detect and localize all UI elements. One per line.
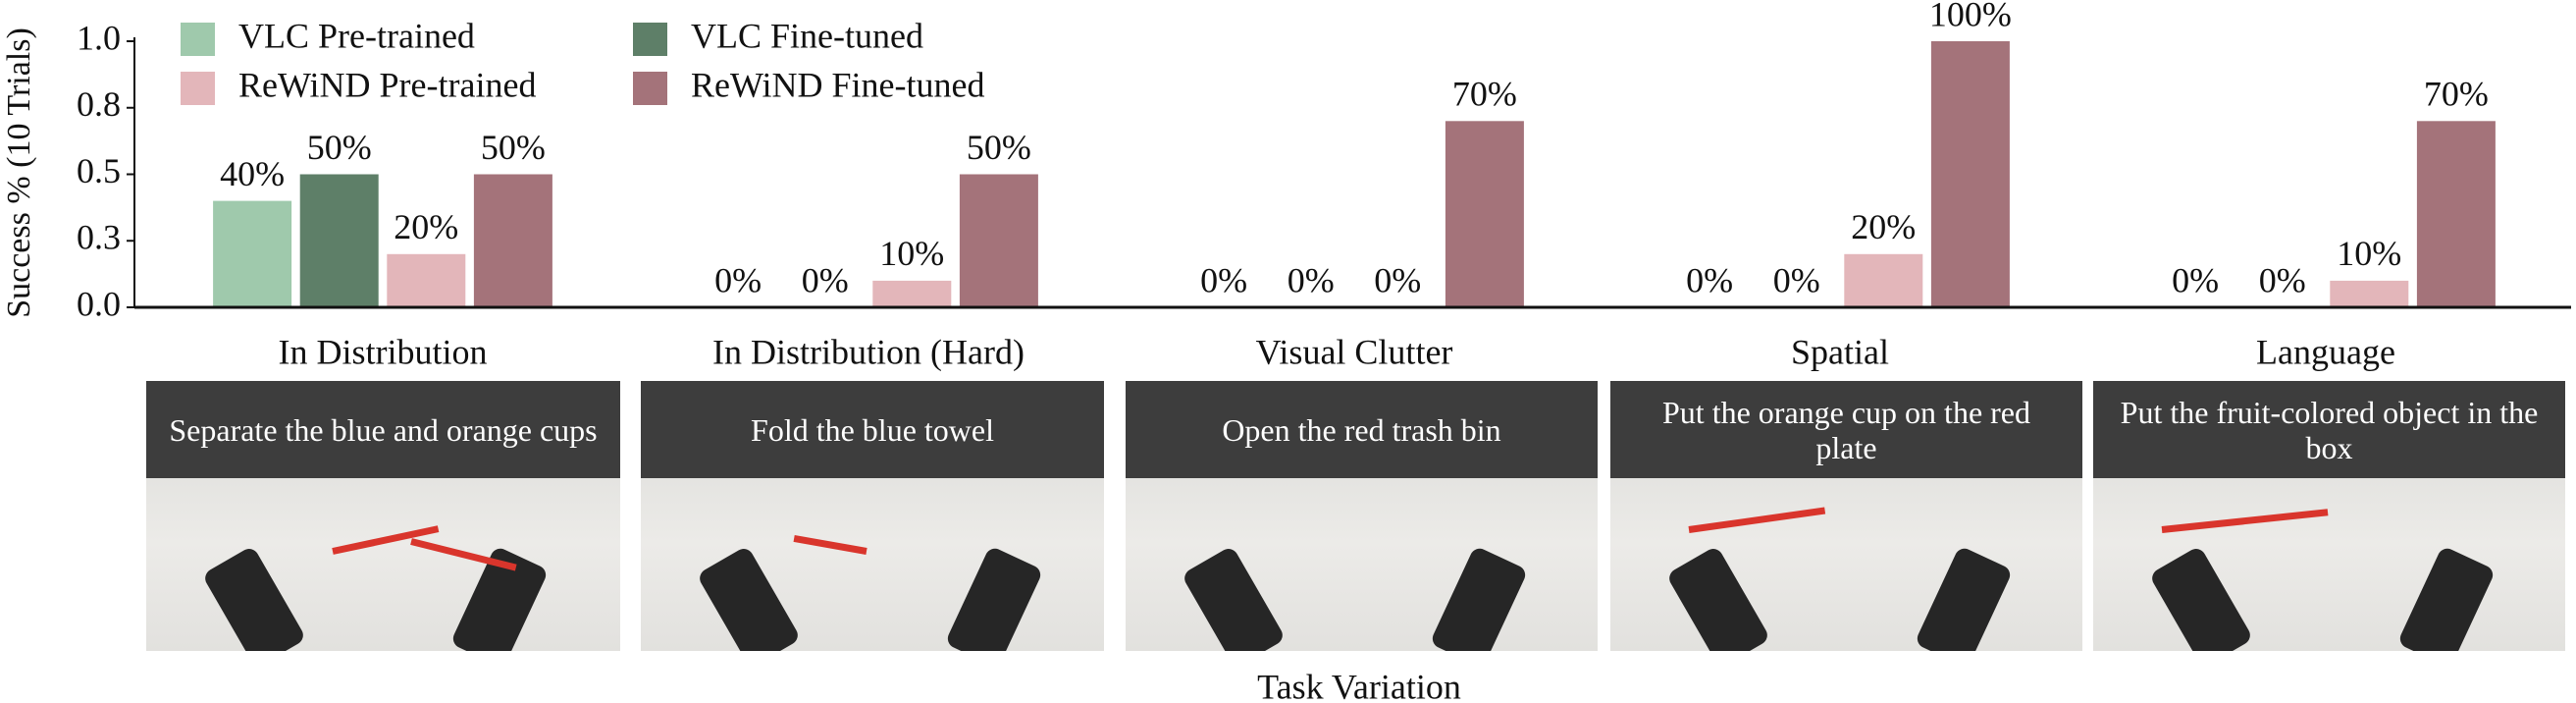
robot-arm [1429, 545, 1529, 651]
value-label: 20% [394, 207, 458, 246]
task-caption: Put the fruit-colored object in the box [2093, 381, 2565, 478]
task-caption: Fold the blue towel [641, 381, 1104, 478]
value-label: 0% [2259, 260, 2306, 299]
y-tick-label: 0.0 [77, 284, 121, 323]
value-label: 0% [1288, 260, 1335, 299]
task-caption: Open the red trash bin [1126, 381, 1598, 478]
legend-swatch [181, 72, 215, 105]
bar [2416, 121, 2496, 307]
robot-arm [201, 545, 307, 651]
value-label: 0% [802, 260, 849, 299]
value-label: 10% [879, 234, 944, 273]
x-axis-label: Task Variation [1257, 667, 1461, 703]
value-label: 0% [1773, 260, 1820, 299]
bar [872, 280, 952, 307]
robot-arm [696, 545, 802, 651]
value-label: 50% [481, 128, 546, 167]
task-panel: Open the red trash bin [1126, 381, 1598, 651]
x-tick-label: Spatial [1791, 332, 1889, 371]
y-axis-label: Success % (10 Trials) [1, 27, 37, 318]
task-caption: Separate the blue and orange cups [146, 381, 620, 478]
value-label: 70% [1452, 75, 1517, 114]
legend-swatch [181, 23, 215, 56]
y-tick-label: 1.0 [77, 18, 121, 57]
x-tick-label: In Distribution (Hard) [712, 332, 1025, 371]
task-arrow [793, 535, 867, 555]
task-arrow [1688, 507, 1826, 533]
robot-arm [2148, 545, 2254, 651]
value-label: 70% [2424, 75, 2489, 114]
robot-arm [1914, 545, 2014, 651]
x-tick-label: Visual Clutter [1256, 332, 1453, 371]
bar [473, 174, 552, 307]
robot-arm [1181, 545, 1287, 651]
value-label: 0% [1374, 260, 1421, 299]
task-caption: Put the orange cup on the red plate [1610, 381, 2082, 478]
value-label: 0% [2172, 260, 2219, 299]
robot-arm [1665, 545, 1771, 651]
value-label: 10% [2337, 234, 2401, 273]
robot-arm [944, 545, 1044, 651]
task-panel: Put the fruit-colored object in the box [2093, 381, 2565, 651]
y-tick-label: 0.8 [77, 84, 121, 124]
value-label: 100% [1929, 0, 2012, 33]
legend-label: ReWiND Fine-tuned [691, 65, 985, 104]
legend-label: ReWiND Pre-trained [238, 65, 536, 104]
value-label: 50% [307, 128, 372, 167]
value-label: 40% [220, 154, 285, 193]
legend-label: VLC Fine-tuned [691, 16, 923, 55]
bar [2330, 280, 2409, 307]
value-label: 0% [714, 260, 762, 299]
bar [1445, 121, 1524, 307]
value-label: 0% [1686, 260, 1733, 299]
task-panel: Fold the blue towel [641, 381, 1104, 651]
bar [387, 253, 466, 307]
legend-label: VLC Pre-trained [238, 16, 475, 55]
robot-arm [2396, 545, 2497, 651]
y-tick-label: 0.3 [77, 218, 121, 257]
bar [299, 174, 379, 307]
value-label: 0% [1200, 260, 1247, 299]
y-tick-label: 0.5 [77, 151, 121, 190]
task-arrow [2161, 509, 2329, 533]
x-tick-label: Language [2256, 332, 2395, 371]
legend-swatch [633, 23, 667, 56]
task-panel: Separate the blue and orange cups [146, 381, 620, 651]
value-label: 50% [967, 128, 1031, 167]
x-tick-label: In Distribution [279, 332, 488, 371]
value-label: 20% [1851, 207, 1916, 246]
legend-swatch [633, 72, 667, 105]
bar [1930, 41, 2010, 307]
task-panel: Put the orange cup on the red plate [1610, 381, 2082, 651]
bar [1844, 253, 1923, 307]
bar [213, 200, 292, 307]
bar [959, 174, 1038, 307]
